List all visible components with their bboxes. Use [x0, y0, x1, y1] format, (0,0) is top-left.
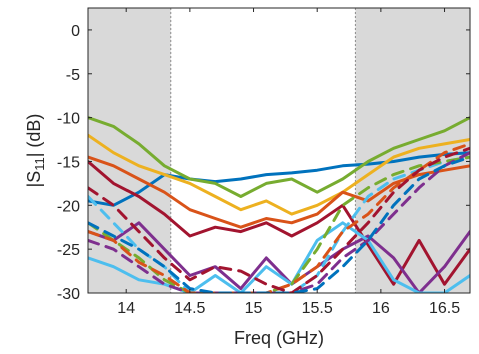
y-tick-label: -20 [57, 198, 80, 215]
series-line-1-solid [88, 151, 470, 207]
plot-area-border [87, 7, 471, 294]
x-tick-label: 16 [372, 300, 390, 317]
series-line-3-solid [88, 133, 470, 216]
series-line-12-dashed [88, 146, 470, 293]
x-tick-label: 14.5 [174, 300, 205, 317]
y-axis-label-prefix: |S [24, 171, 44, 188]
series-line-5-solid [88, 160, 470, 286]
y-tick-label: -5 [66, 67, 80, 84]
tick-layer: 14 14.5 15 15.5 16 16.5 0 -5 -10 -15 -20 -25 -30 [57, 8, 470, 317]
y-tick-label: -10 [57, 111, 80, 128]
y-axis-label-subscript: 11 [32, 157, 47, 171]
y-axis-label: |S11| (dB) [24, 114, 47, 188]
y-tick-label: 0 [71, 23, 80, 40]
x-tick-label: 15 [245, 300, 263, 317]
x-tick-label: 14 [117, 300, 135, 317]
series-line-10-dashed [88, 151, 470, 293]
shaded-region-layer [88, 8, 470, 293]
series-line-2-solid [88, 116, 470, 198]
x-tick-label: 16.5 [429, 300, 460, 317]
series-line-6-solid [88, 221, 470, 293]
y-tick-label: -15 [57, 154, 80, 171]
series-line-13-dashed [88, 155, 470, 293]
x-axis-label: Freq (GHz) [234, 328, 324, 348]
x-tick-label: 15.5 [302, 300, 333, 317]
y-axis-label-suffix: | (dB) [24, 114, 44, 158]
series-line-7-solid [88, 221, 470, 293]
series-layer [88, 116, 470, 293]
y-tick-label: -30 [57, 286, 80, 303]
y-tick-label: -25 [57, 242, 80, 259]
